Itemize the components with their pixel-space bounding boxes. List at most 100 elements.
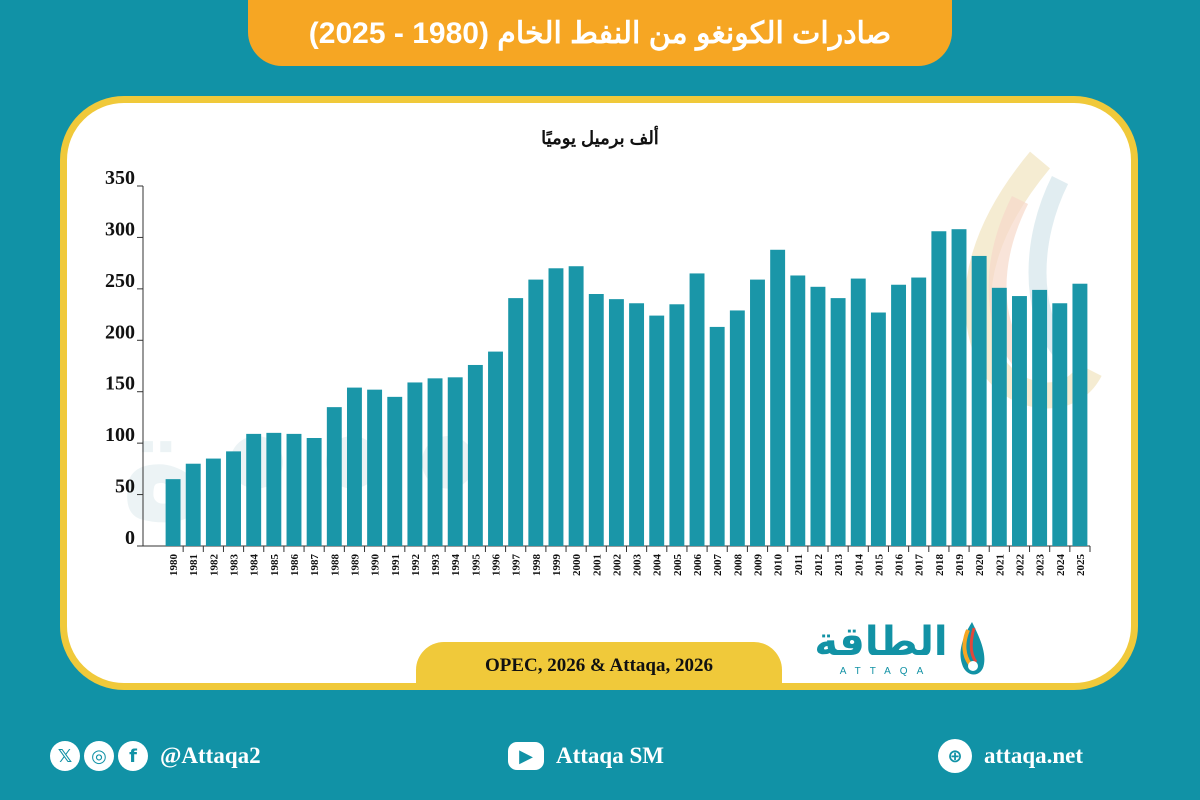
y-tick-label: 250	[105, 270, 135, 292]
bar	[790, 275, 806, 546]
x-tick-label: 1995	[470, 554, 482, 577]
bar	[689, 273, 705, 546]
y-tick-label: 0	[125, 527, 135, 549]
x-tick-label: 2008	[732, 554, 744, 577]
x-tick-label: 1993	[430, 554, 442, 577]
x-tick-label: 1984	[249, 554, 261, 577]
x-tick-label: 1992	[410, 554, 422, 577]
bar	[810, 286, 826, 546]
x-tick-label: 1988	[329, 554, 341, 577]
website-link[interactable]: attaqa.net	[984, 743, 1084, 768]
bar	[427, 378, 443, 546]
x-tick-label: 2014	[853, 554, 865, 577]
bar	[850, 278, 866, 546]
bar	[971, 255, 987, 546]
youtube-icon[interactable]: ▶	[508, 742, 544, 770]
x-tick-label: 2011	[793, 554, 805, 575]
y-tick-label: 100	[105, 424, 135, 446]
bar	[226, 451, 241, 546]
y-tick-label: 350	[105, 167, 135, 189]
bar	[286, 433, 302, 546]
x-tick-label: 1987	[309, 554, 321, 577]
bar	[508, 298, 524, 546]
bar	[991, 287, 1007, 546]
x-tick-label: 2006	[692, 554, 704, 577]
x-tick-label: 2018	[934, 554, 946, 577]
x-tick-label: 1980	[168, 554, 180, 577]
bar	[548, 268, 564, 546]
x-tick-label: 2004	[652, 554, 664, 577]
x-tick-label: 1991	[390, 554, 402, 576]
footer-social: 𝕏 ◎ f @Attaqa2	[50, 734, 261, 778]
bar	[568, 266, 584, 546]
x-tick-label: 2005	[672, 554, 684, 577]
x-tick-label: 1989	[349, 554, 361, 577]
x-tick-label: 2007	[712, 554, 724, 577]
bar	[467, 364, 483, 546]
x-tick-label: 2019	[954, 554, 966, 577]
facebook-icon[interactable]: f	[118, 741, 148, 771]
x-icon[interactable]: 𝕏	[50, 741, 80, 771]
x-tick-label: 1999	[551, 554, 563, 577]
instagram-icon[interactable]: ◎	[84, 741, 114, 771]
x-tick-label: 2002	[611, 554, 623, 577]
bar	[205, 458, 221, 546]
x-tick-label: 2020	[974, 554, 986, 577]
y-tick-label: 300	[105, 218, 135, 240]
bar	[750, 279, 765, 546]
bar	[1032, 289, 1048, 546]
bar	[1052, 303, 1068, 546]
bar	[165, 479, 181, 546]
x-tick-label: 2009	[752, 554, 764, 577]
globe-icon[interactable]: ⊕	[938, 739, 972, 773]
chart-title: صادرات الكونغو من النفط الخام (1980 - 20…	[308, 16, 892, 50]
bar	[1072, 283, 1088, 546]
bar	[729, 310, 745, 546]
bar	[367, 389, 383, 546]
bar	[629, 303, 645, 546]
x-tick-label: 1985	[269, 554, 281, 577]
x-tick-label: 1990	[370, 554, 382, 577]
y-tick-label: 150	[105, 373, 135, 395]
x-tick-label: 1983	[229, 554, 241, 577]
bar	[770, 249, 786, 546]
bar	[669, 304, 685, 546]
bar	[407, 382, 423, 546]
x-tick-label: 2013	[833, 554, 845, 577]
x-tick-label: 1997	[511, 554, 523, 577]
bar	[951, 229, 967, 546]
x-tick-label: 2000	[571, 554, 583, 577]
x-tick-label: 1998	[531, 554, 543, 577]
bar	[387, 396, 403, 546]
bar	[246, 433, 262, 546]
attaqa-logo: الطاقة ATTAQA	[806, 618, 990, 686]
x-tick-label: 2017	[914, 554, 926, 577]
bar	[266, 432, 282, 546]
x-tick-label: 2023	[1035, 554, 1047, 577]
bar	[608, 299, 624, 546]
bar	[911, 277, 927, 546]
logo-arabic-text: الطاقة	[814, 619, 948, 665]
bar	[346, 387, 362, 546]
bar	[185, 463, 201, 546]
bar	[306, 438, 322, 546]
logo-drop-icon	[960, 622, 985, 675]
x-tick-label: 2001	[591, 554, 603, 576]
bar	[830, 298, 846, 546]
x-tick-label: 1996	[491, 554, 503, 577]
social-handle[interactable]: @Attaqa2	[160, 743, 261, 768]
x-tick-label: 1981	[188, 554, 200, 576]
bar	[709, 326, 725, 546]
bar	[488, 351, 503, 546]
footer-website: ⊕ attaqa.net	[938, 734, 1083, 778]
bar	[326, 407, 342, 546]
youtube-channel[interactable]: Attaqa SM	[556, 743, 664, 768]
x-tick-label: 1986	[289, 554, 301, 577]
bar	[649, 315, 665, 546]
logo-latin-text: ATTAQA	[839, 666, 933, 677]
y-tick-label: 200	[105, 321, 135, 343]
bar	[588, 294, 604, 546]
title-banner: صادرات الكونغو من النفط الخام (1980 - 20…	[248, 0, 952, 66]
x-tick-label: 1994	[450, 554, 462, 577]
